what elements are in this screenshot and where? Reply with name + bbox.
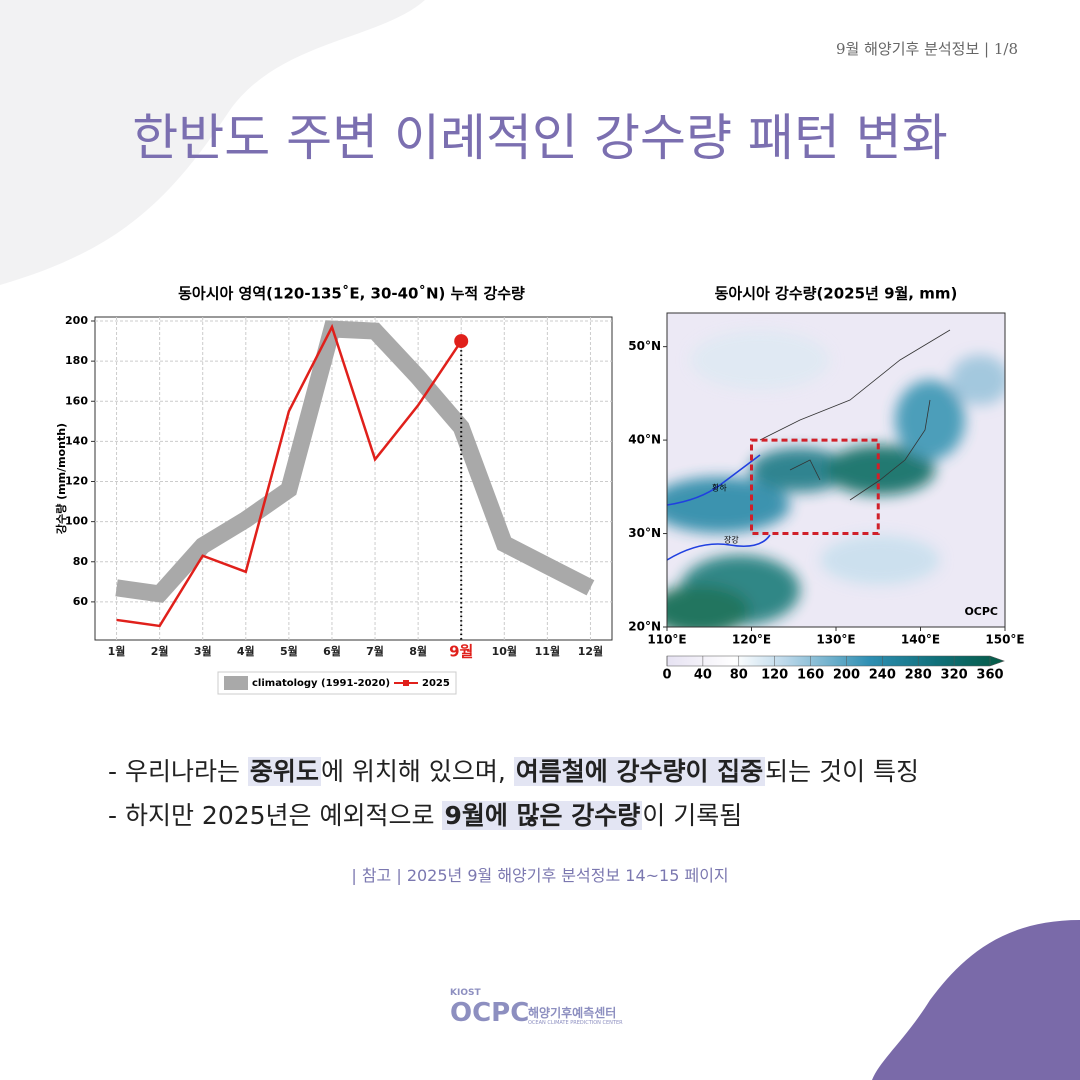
colorbar-label: 240 xyxy=(869,668,896,683)
river-label: 장강 xyxy=(724,535,739,545)
credit: OCPC xyxy=(964,605,998,618)
x-tick-label: 12월 xyxy=(578,644,603,658)
y-tick-label: 60 xyxy=(73,595,89,608)
x-tick-label: 11월 xyxy=(535,644,560,658)
bullet-text: 여름철에 강수량이 집중 xyxy=(513,757,766,786)
bullet-text: - 하지만 2025년은 예외적으로 xyxy=(108,801,443,830)
y-tick-label: 140 xyxy=(65,434,88,447)
y-tick-label: 160 xyxy=(65,394,88,407)
bullet: - 우리나라는 중위도에 위치해 있으며, 여름철에 강수량이 집중되는 것이 … xyxy=(108,752,919,788)
logo-org: KIOST xyxy=(450,988,481,998)
y-tick-label: 120 xyxy=(65,475,88,488)
line-series xyxy=(116,323,463,628)
colorbar-label: 120 xyxy=(761,668,788,683)
x-tick-label: 6월 xyxy=(323,644,341,658)
x-tick-label: 150°E xyxy=(985,633,1024,647)
page-label: 9월 해양기후 분석정보 | 1/8 xyxy=(835,40,1018,58)
x-tick-label: 110°E xyxy=(647,633,686,647)
y-axis-label: 강수량 (mm/month) xyxy=(54,423,68,534)
bullet-text: 에 위치해 있으며, xyxy=(320,757,514,786)
colorbar-label: 360 xyxy=(976,668,1003,683)
chart-title: 동아시아 영역(120-135˚E, 30-40˚N) 누적 강수량 xyxy=(178,285,525,303)
x-tick-label: 2월 xyxy=(151,644,169,658)
colorbar-label: 200 xyxy=(833,668,860,683)
reference: | 참고 | 2025년 9월 해양기후 분석정보 14~15 페이지 xyxy=(351,866,729,885)
colorbar-label: 40 xyxy=(694,668,712,683)
x-tick-label: 5월 xyxy=(280,644,298,658)
legend-swatch xyxy=(224,676,248,690)
bg-blob xyxy=(872,920,1080,1080)
line-series xyxy=(115,320,595,603)
bullet-text: 중위도 xyxy=(247,757,321,786)
x-tick-label: 8월 xyxy=(409,644,427,658)
x-tick-label: 120°E xyxy=(732,633,771,647)
x-tick-label: 130°E xyxy=(816,633,855,647)
legend-box xyxy=(217,671,457,695)
logo-name: OCPC xyxy=(450,998,530,1028)
logo-name-ko: 해양기후예측센터 xyxy=(528,1006,617,1020)
y-tick-label: 40°N xyxy=(628,433,661,447)
y-tick-label: 200 xyxy=(65,314,88,327)
x-tick-label: 4월 xyxy=(237,644,255,658)
logo-name-en: OCEAN CLIMATE PREDICTION CENTER xyxy=(528,1020,623,1026)
colorbar xyxy=(666,655,1005,667)
y-tick-label: 20°N xyxy=(628,620,661,634)
plot-frame xyxy=(94,316,613,641)
x-tick-label: 7월 xyxy=(366,644,384,658)
bullet: - 하지만 2025년은 예외적으로 9월에 많은 강수량이 기록됨 xyxy=(108,796,742,832)
legend-label: 2025 xyxy=(422,678,450,689)
x-tick-label: 10월 xyxy=(492,644,517,658)
end-point xyxy=(454,334,469,349)
legend-label: climatology (1991-2020) xyxy=(252,678,390,689)
river-label: 황하 xyxy=(712,483,727,493)
bullet-text: 9월에 많은 강수량 xyxy=(442,801,643,830)
bullet-text: 되는 것이 특징 xyxy=(765,757,920,786)
colorbar-label: 320 xyxy=(941,668,968,683)
x-tick-label: 9월 xyxy=(449,643,473,661)
colorbar-label: 280 xyxy=(905,668,932,683)
y-tick-label: 180 xyxy=(65,354,88,367)
y-tick-label: 80 xyxy=(73,555,89,568)
colorbar-label: 160 xyxy=(797,668,824,683)
x-tick-label: 1월 xyxy=(108,644,126,658)
y-tick-label: 100 xyxy=(65,515,88,528)
x-tick-label: 140°E xyxy=(901,633,940,647)
y-tick-label: 30°N xyxy=(628,526,661,540)
bg-blob xyxy=(0,0,425,285)
map-field xyxy=(667,313,1005,627)
title: 한반도 주변 이례적인 강수량 패턴 변화 xyxy=(132,109,948,167)
y-tick-label: 50°N xyxy=(628,339,661,353)
x-tick-label: 3월 xyxy=(194,644,212,658)
legend-marker xyxy=(403,680,409,686)
bullet-text: - 우리나라는 xyxy=(108,757,248,786)
map-title: 동아시아 강수량(2025년 9월, mm) xyxy=(715,285,958,303)
colorbar-label: 80 xyxy=(730,668,748,683)
colorbar-label: 0 xyxy=(662,668,671,683)
region-box xyxy=(750,438,880,536)
bullet-text: 이 기록됨 xyxy=(642,801,743,830)
